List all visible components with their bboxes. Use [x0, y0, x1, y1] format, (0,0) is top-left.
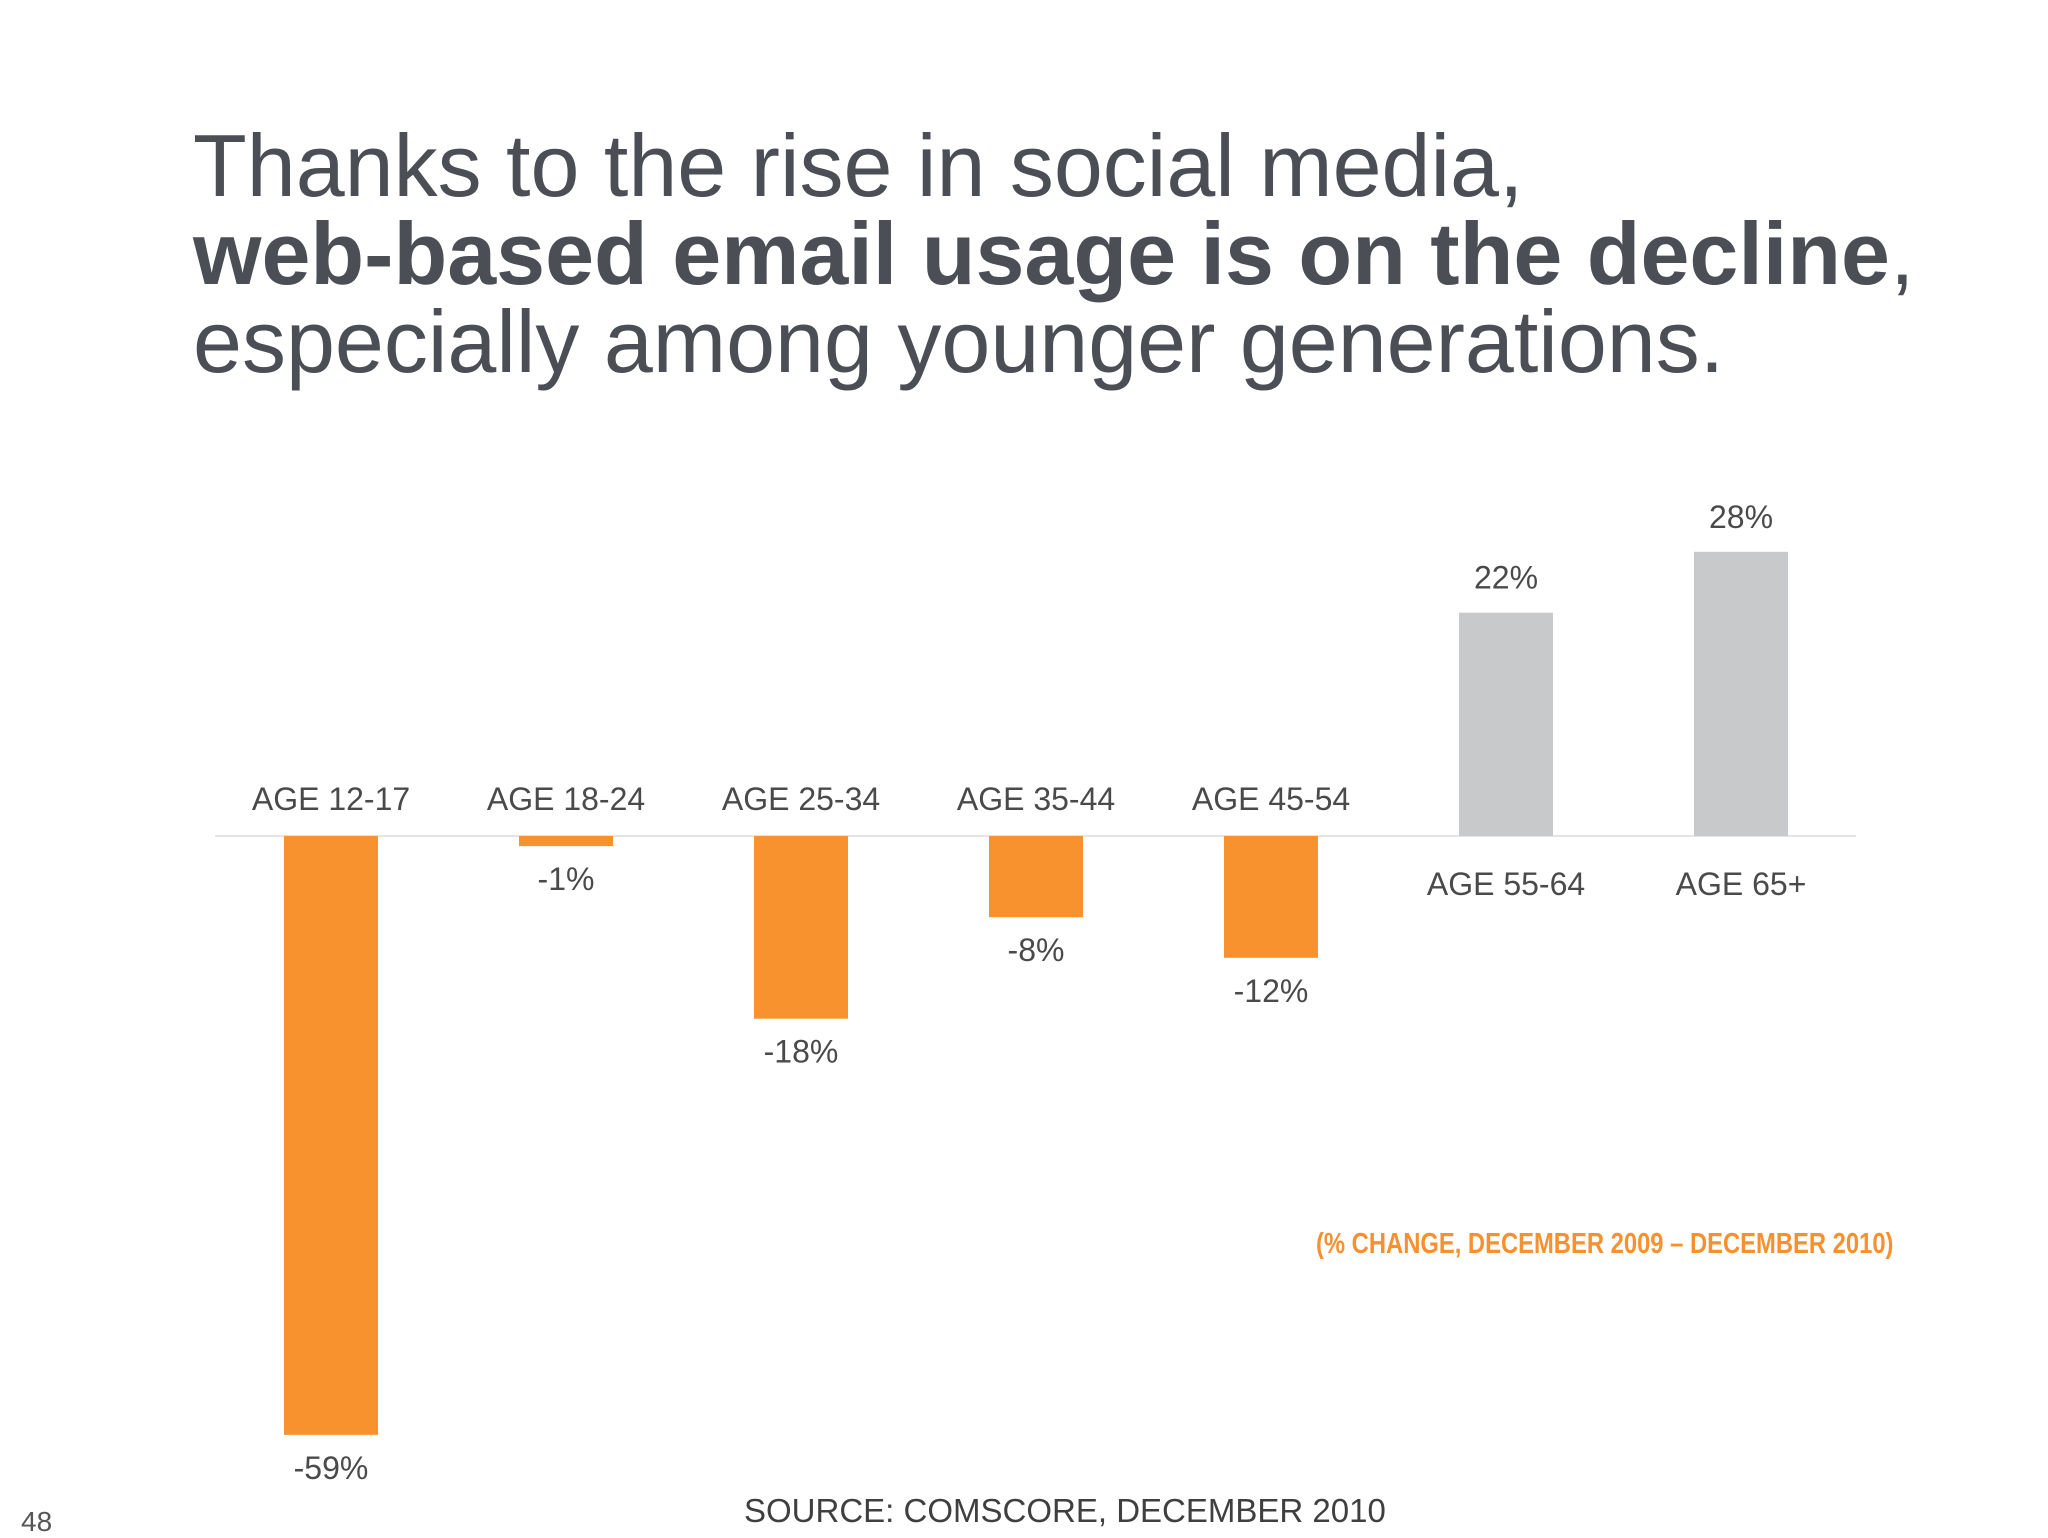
category-label-2: AGE 18-24 [487, 781, 645, 817]
chart-annotation: (% CHANGE, DECEMBER 2009 – DECEMBER 2010… [1316, 1228, 1894, 1260]
bar-6 [1459, 612, 1553, 836]
value-label-1: -59% [294, 1450, 369, 1486]
value-label-3: -18% [764, 1034, 839, 1070]
category-label-4: AGE 35-44 [957, 781, 1115, 817]
bar-4 [989, 836, 1083, 918]
bar-7 [1694, 551, 1788, 836]
headline-line-3: especially among younger generations. [193, 292, 1725, 391]
headline: Thanks to the rise in social media, web-… [193, 122, 2033, 386]
source-citation: SOURCE: COMSCORE, DECEMBER 2010 [744, 1492, 1386, 1529]
page-number: 48 [21, 1506, 53, 1537]
value-label-5: -12% [1234, 973, 1309, 1009]
category-label-7: AGE 65+ [1676, 866, 1807, 902]
bar-2 [519, 836, 613, 847]
headline-comma: , [1889, 204, 1915, 303]
category-label-1: AGE 12-17 [252, 781, 410, 817]
value-label-2: -1% [538, 861, 595, 897]
headline-line-1: Thanks to the rise in social media, [193, 116, 1524, 215]
category-label-3: AGE 25-34 [722, 781, 880, 817]
bar-5 [1224, 836, 1318, 958]
value-label-7: 28% [1709, 499, 1773, 535]
value-label-6: 22% [1474, 560, 1538, 596]
bar-1 [284, 836, 378, 1435]
category-label-6: AGE 55-64 [1427, 866, 1585, 902]
value-label-4: -8% [1008, 932, 1065, 968]
category-label-5: AGE 45-54 [1192, 781, 1350, 817]
headline-emphasis: web-based email usage is on the decline [193, 204, 1890, 303]
headline-line-2: web-based email usage is on the decline, [193, 210, 2033, 298]
bar-3 [754, 836, 848, 1019]
